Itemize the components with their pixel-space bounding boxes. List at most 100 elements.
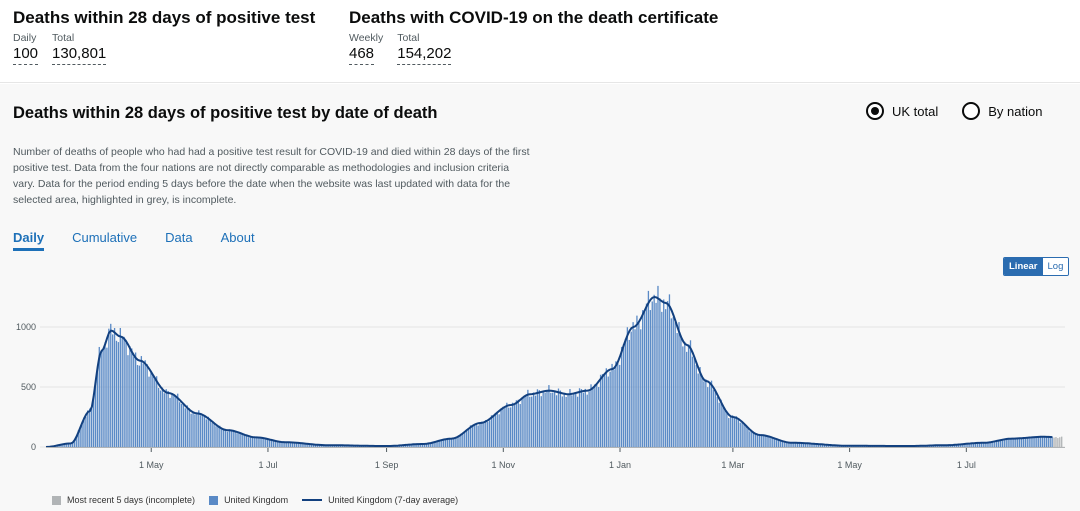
bar	[171, 393, 173, 447]
bar	[569, 389, 571, 447]
bar	[75, 436, 77, 447]
bar	[146, 364, 148, 447]
bar	[582, 392, 585, 447]
bar	[823, 444, 826, 447]
bar	[1039, 435, 1042, 447]
bar	[427, 443, 430, 447]
bar	[416, 444, 418, 447]
bar	[630, 331, 632, 447]
bar	[802, 443, 805, 447]
bar	[62, 444, 64, 447]
bar	[1009, 438, 1011, 447]
bar	[622, 344, 625, 447]
bar	[458, 435, 460, 447]
bar	[617, 361, 619, 447]
tab-daily[interactable]: Daily	[13, 230, 45, 251]
bar	[529, 396, 531, 447]
bar	[307, 443, 309, 447]
bar	[825, 444, 828, 447]
bar	[766, 435, 768, 447]
bar	[699, 367, 701, 447]
bar	[563, 392, 565, 447]
bar	[666, 301, 669, 447]
bar	[948, 445, 950, 447]
bar	[420, 444, 422, 447]
bar	[986, 442, 988, 447]
bar	[598, 387, 600, 447]
x-tick-label: 1 Sep	[375, 460, 399, 470]
bar	[215, 426, 217, 447]
radio-by-nation[interactable]: By nation	[962, 102, 1042, 120]
bar	[293, 442, 296, 447]
bar	[814, 443, 816, 447]
metric-value[interactable]: 100	[13, 45, 39, 65]
bar	[752, 432, 755, 447]
bar	[747, 426, 749, 447]
tab-cumulative[interactable]: Cumulative	[72, 230, 138, 245]
bar	[632, 322, 634, 447]
bar	[418, 443, 420, 447]
bar	[288, 442, 290, 447]
bar	[412, 444, 414, 447]
radio-circle-icon	[866, 102, 884, 120]
legend-label: United Kingdom	[224, 495, 289, 505]
bar	[758, 435, 761, 447]
bar	[783, 441, 785, 447]
bar	[973, 443, 975, 447]
bar	[481, 421, 483, 447]
radio-uk-total[interactable]: UK total	[866, 102, 938, 120]
bar	[309, 444, 311, 447]
bar	[448, 437, 451, 447]
y-tick-label: 1000	[16, 322, 36, 332]
bar	[686, 351, 688, 447]
bar	[676, 333, 678, 447]
tab-data[interactable]: Data	[165, 230, 193, 245]
bar	[636, 315, 638, 447]
bar	[1007, 438, 1009, 447]
bar	[77, 430, 79, 447]
bar	[462, 433, 464, 447]
tab-about[interactable]: About	[220, 230, 255, 245]
x-tick-label: 1 Jul	[258, 460, 277, 470]
metric-total: Total 130,801	[52, 32, 107, 65]
bar	[640, 329, 642, 447]
bar	[764, 435, 766, 447]
bar	[232, 431, 234, 447]
bar	[592, 388, 594, 447]
bar	[619, 364, 621, 447]
bar	[242, 434, 244, 447]
bar	[410, 444, 412, 447]
bar	[793, 442, 795, 447]
metric-value[interactable]: 130,801	[52, 45, 107, 65]
bar	[576, 396, 579, 447]
scale-log-button[interactable]: Log	[1042, 258, 1069, 275]
bar	[144, 360, 146, 447]
bar	[651, 301, 653, 447]
bar	[523, 396, 525, 447]
bar	[125, 339, 127, 447]
bar	[819, 444, 822, 447]
bar	[446, 439, 449, 447]
bar	[800, 443, 803, 447]
bar	[473, 424, 475, 447]
bar	[68, 443, 70, 447]
metric-value[interactable]: 468	[349, 45, 375, 65]
bar	[827, 445, 829, 447]
bar	[314, 444, 317, 447]
bar	[467, 429, 470, 447]
bar	[810, 443, 812, 447]
metric-label: Weekly	[349, 32, 384, 44]
scale-linear-button[interactable]: Linear	[1004, 258, 1043, 275]
bar	[774, 438, 776, 447]
bar	[812, 443, 814, 447]
bar-incomplete	[1055, 437, 1057, 447]
bar	[984, 442, 986, 447]
metric-value[interactable]: 154,202	[397, 45, 452, 65]
bar	[152, 374, 154, 447]
bar	[565, 396, 567, 447]
bar	[722, 406, 724, 447]
bar	[1001, 439, 1004, 447]
bar	[731, 415, 734, 447]
bar	[425, 443, 428, 447]
bar	[224, 430, 227, 447]
